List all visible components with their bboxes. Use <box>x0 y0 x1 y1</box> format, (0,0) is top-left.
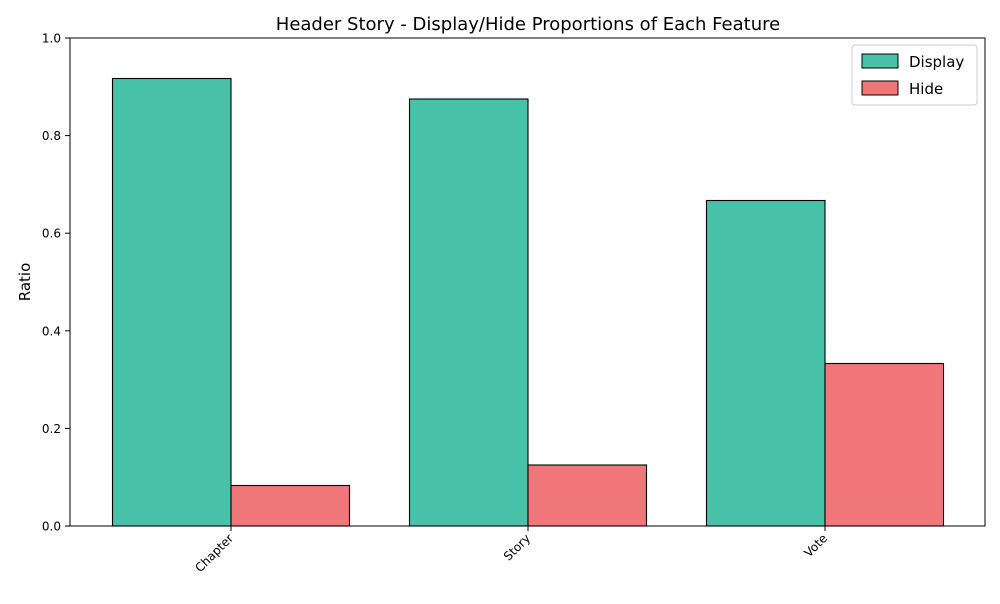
legend: Display Hide <box>851 44 978 106</box>
chart-title: Header Story - Display/Hide Proportions … <box>276 14 780 35</box>
y-tick-label: 0.2 <box>42 422 61 436</box>
bars-layer <box>111 77 945 527</box>
legend-label-hide: Hide <box>909 80 943 98</box>
legend-label-display: Display <box>909 53 964 71</box>
bar-hide-chapter <box>230 484 351 527</box>
legend-swatch-hide <box>861 80 899 96</box>
x-tick-label-story: Story <box>501 531 533 563</box>
y-tick-label: 0.4 <box>42 324 61 338</box>
y-tick-label: 1.0 <box>42 32 61 46</box>
y-tick-label: 0.0 <box>42 520 61 534</box>
legend-swatch-display <box>861 53 899 69</box>
bar-hide-vote <box>824 362 945 527</box>
bar-hide-story <box>527 464 648 527</box>
y-tick-label: 0.6 <box>42 227 61 241</box>
x-tick-label-chapter: Chapter <box>192 531 236 575</box>
x-tick-label-vote: Vote <box>801 531 830 560</box>
bar-display-vote <box>705 199 826 527</box>
bar-display-story <box>408 98 529 527</box>
y-axis-label: Ratio <box>16 263 34 302</box>
y-tick-label: 0.8 <box>42 129 61 143</box>
bar-display-chapter <box>111 77 232 527</box>
